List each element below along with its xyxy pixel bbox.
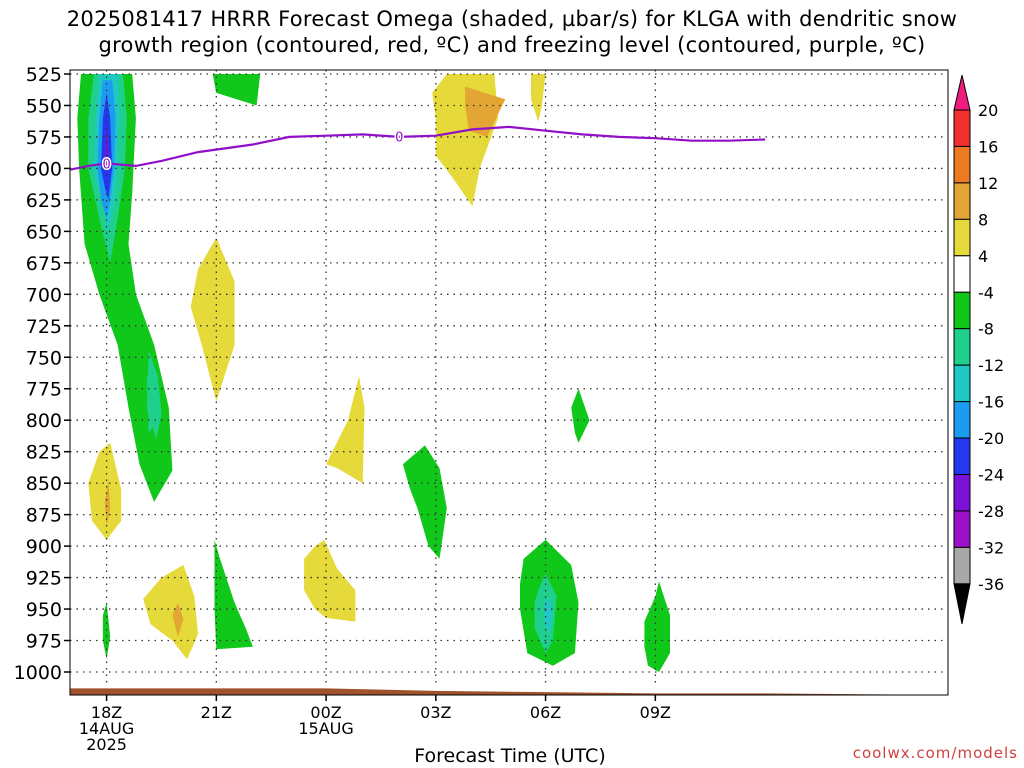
x-tick-label-18-2: 2025 (86, 735, 127, 754)
x-tick-label-30-0: 06Z (530, 703, 561, 722)
chart-title: 2025081417 HRRR Forecast Omega (shaded, … (0, 6, 1024, 58)
x-axis-label: Forecast Time (UTC) (414, 745, 606, 767)
colorbar-label-13: -36 (978, 575, 1004, 594)
colorbar-bin-5 (953, 255, 971, 293)
colorbar-bin-3 (953, 182, 971, 220)
plot-area: 00 (70, 70, 948, 695)
colorbar-bin-1 (953, 109, 971, 147)
y-tick-label-800: 800 (26, 410, 62, 432)
colorbar-label-8: -16 (978, 393, 1004, 412)
omega-region-20 (326, 376, 365, 484)
y-tick-label-925: 925 (26, 568, 62, 590)
y-tick-label-675: 675 (26, 253, 62, 275)
y-tick-label-550: 550 (26, 95, 62, 117)
credit-text: coolwx.com/models (852, 744, 1018, 762)
x-tick-label-33-0: 09Z (640, 703, 671, 722)
omega-region-13 (88, 442, 122, 540)
colorbar-bin-6 (953, 291, 971, 330)
omega-region-25 (543, 596, 553, 635)
colorbar-label-6: -8 (978, 320, 994, 339)
colorbar-label-4: 4 (978, 247, 988, 266)
omega-region-8 (190, 237, 235, 402)
colorbar-bin-2 (953, 145, 971, 184)
freezing-level-line (70, 125, 766, 171)
colorbar-bin-11 (953, 474, 971, 512)
colorbar-bin-8 (953, 364, 971, 403)
y-tick-label-1000: 1000 (14, 662, 62, 684)
y-tick-label-750: 750 (26, 347, 62, 369)
freezing-level-label-1: 0 (395, 130, 403, 145)
colorbar-bin-7 (953, 328, 971, 366)
plot-background (70, 70, 948, 695)
y-tick-label-850: 850 (26, 473, 62, 495)
y-tick-label-775: 775 (26, 379, 62, 401)
ground-surface (70, 688, 948, 695)
y-tick-label-600: 600 (26, 158, 62, 180)
y-tick-label-725: 725 (26, 316, 62, 338)
omega-region-16 (172, 602, 184, 637)
colorbar-label-11: -28 (978, 502, 1004, 521)
colorbar-label-12: -32 (978, 538, 1004, 557)
colorbar-label-3: 8 (978, 210, 988, 229)
x-tick-label-24-0: 00Z (310, 703, 341, 722)
colorbar-bin-10 (953, 437, 971, 475)
freezing-level-label-0: 0 (102, 157, 110, 172)
colorbar-bin-9 (953, 401, 971, 439)
colorbar-label-2: 12 (978, 174, 998, 193)
omega-region-18 (214, 539, 253, 650)
omega-region-19 (304, 539, 356, 622)
colorbar-bin-4 (953, 218, 971, 257)
colorbar-label-9: -20 (978, 429, 1004, 448)
y-tick-label-950: 950 (26, 599, 62, 621)
y-tick-label-875: 875 (26, 505, 62, 527)
x-tick-label-27-0: 03Z (420, 703, 451, 722)
omega-region-15 (143, 565, 198, 660)
plot-frame (69, 69, 949, 696)
omega-region-17 (102, 602, 111, 660)
colorbar-label-5: -4 (978, 283, 994, 302)
colorbar-label-1: 16 (978, 137, 998, 156)
omega-region-22 (571, 388, 590, 443)
y-tick-label-625: 625 (26, 190, 62, 212)
omega-region-14 (104, 480, 111, 526)
x-tick-label-24-1: 15AUG (298, 719, 353, 738)
omega-region-9 (146, 376, 158, 433)
y-tick-label-700: 700 (26, 284, 62, 306)
colorbar-label-0: 20 (978, 101, 998, 120)
y-tick-label-650: 650 (26, 221, 62, 243)
colorbar-bin-12 (953, 510, 971, 548)
x-tick-label-21-0: 21Z (201, 703, 232, 722)
y-tick-label-525: 525 (26, 64, 62, 86)
y-tick-label-975: 975 (26, 631, 62, 653)
colorbar-label-7: -12 (978, 356, 1004, 375)
chart-title-line1: 2025081417 HRRR Forecast Omega (shaded, … (66, 7, 958, 31)
omega-region-5 (104, 120, 109, 175)
omega-region-12 (531, 74, 546, 122)
x-tick-label-18-1: 14AUG (79, 719, 134, 738)
chart-title-line2: growth region (contoured, red, ºC) and f… (98, 33, 926, 57)
y-tick-label-575: 575 (26, 127, 62, 149)
omega-region-11 (465, 86, 506, 137)
y-tick-label-825: 825 (26, 442, 62, 464)
omega-region-7 (212, 74, 261, 106)
colorbar-bottom-arrow (953, 583, 971, 624)
colorbar-label-10: -24 (978, 466, 1004, 485)
y-tick-label-900: 900 (26, 536, 62, 558)
colorbar-bin-13 (953, 546, 971, 585)
omega-region-26 (644, 581, 670, 672)
colorbar-top-arrow (953, 74, 971, 111)
x-tick-label-18-0: 18Z (91, 703, 122, 722)
